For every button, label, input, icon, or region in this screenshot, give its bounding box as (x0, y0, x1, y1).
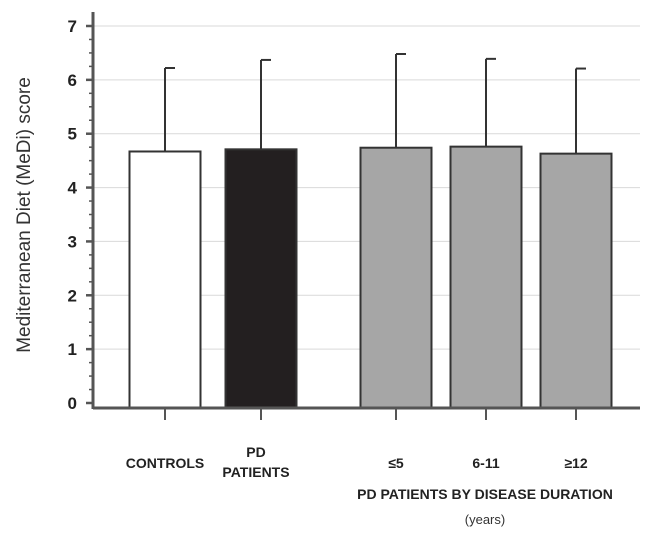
bars (128, 53, 613, 410)
x-category-label: PATIENTS (222, 464, 289, 480)
y-tick-label: 3 (68, 232, 77, 251)
x-category-label: ≥12 (564, 455, 587, 471)
bar (359, 146, 433, 410)
bar (539, 152, 613, 409)
x-category-label: ≤5 (388, 455, 404, 471)
y-tick-label: 1 (68, 340, 77, 359)
y-tick-label: 5 (68, 125, 77, 144)
x-category-label: 6-11 (472, 455, 499, 471)
group-label: PD PATIENTS BY DISEASE DURATION (357, 486, 613, 502)
bar (224, 148, 298, 409)
y-tick-label: 7 (68, 17, 77, 36)
y-tick-label: 2 (68, 286, 77, 305)
y-tick-label: 6 (68, 71, 77, 90)
y-tick-label: 0 (68, 394, 77, 413)
group-sublabel: (years) (465, 512, 505, 527)
bar (128, 150, 202, 409)
x-category-label: CONTROLS (126, 455, 205, 471)
y-axis-label: Mediterranean Diet (MeDi) score (14, 77, 35, 353)
x-category-label: PD (246, 444, 265, 460)
y-tick-label: 4 (68, 179, 78, 198)
axes (86, 12, 640, 420)
labels: 0 1 2 3 4 5 6 7 CONTROLS PD PATIENTS ≤5 6-11 ≥12 (68, 17, 588, 480)
bar (449, 145, 523, 409)
